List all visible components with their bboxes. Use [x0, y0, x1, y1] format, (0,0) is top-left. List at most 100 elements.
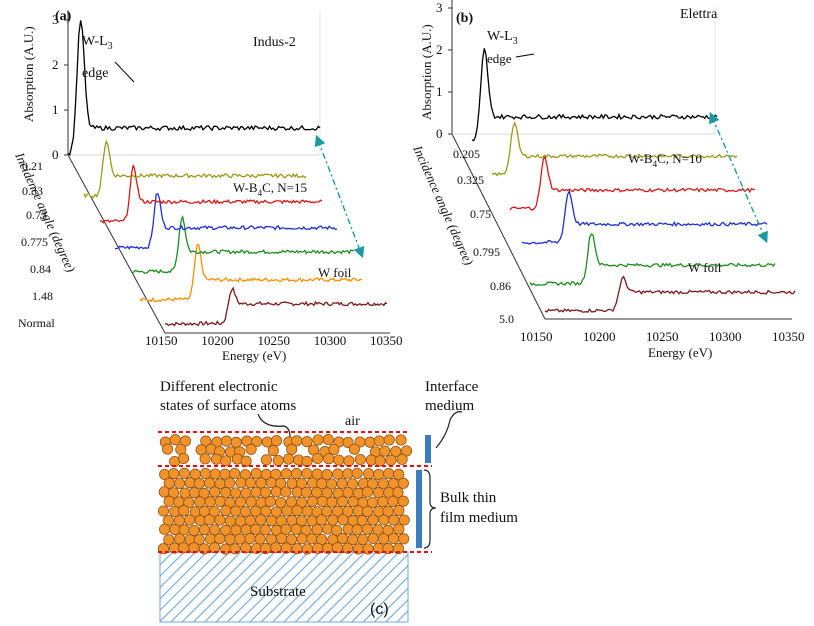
angle-tick-label: 0.84: [30, 262, 51, 276]
atom: [321, 505, 333, 517]
angle-tick-label: Normal: [18, 316, 55, 330]
atom: [157, 505, 170, 517]
atom: [240, 455, 252, 467]
atom: [342, 486, 354, 499]
atom: [178, 467, 190, 479]
atom: [286, 443, 298, 455]
y-tick-label: 3: [436, 0, 443, 15]
atom: [224, 477, 236, 489]
atom: [264, 496, 276, 508]
atom: [198, 524, 210, 536]
atom: [214, 495, 226, 507]
atom: [259, 486, 271, 498]
angle-tick-label: 1.48: [32, 289, 53, 303]
atom: [291, 505, 303, 517]
atom: [209, 468, 221, 480]
atom: [296, 533, 308, 545]
y-tick-label: 2: [436, 42, 443, 57]
angle-tick-label: 0.86: [490, 279, 511, 293]
atom: [312, 452, 324, 465]
atom: [266, 515, 278, 527]
panel-a-frame: [67, 10, 390, 334]
y-tick-label: 3: [52, 12, 59, 27]
series-line-0_73: [99, 164, 323, 224]
atom: [280, 468, 292, 480]
atom: [250, 486, 262, 498]
atom: [244, 533, 256, 545]
panel-b-curves: [471, 48, 796, 313]
atom: [361, 505, 373, 517]
panel-b-facility: Elettra: [680, 7, 718, 22]
atom: [234, 496, 247, 508]
atom: [194, 514, 206, 527]
atom: [221, 435, 233, 447]
atom: [275, 477, 287, 489]
x-tick-label: 10300: [709, 329, 742, 344]
atom: [312, 434, 324, 446]
atom: [393, 468, 405, 480]
atom: [283, 453, 295, 465]
atom: [316, 514, 328, 526]
atom: [342, 542, 354, 554]
atom: [200, 435, 212, 447]
atom: [193, 534, 205, 546]
atom: [230, 436, 242, 448]
substrate-label: Substrate: [250, 584, 306, 600]
angle-tick-label: 0.75: [470, 207, 491, 221]
atom: [265, 477, 278, 489]
atom: [220, 455, 232, 467]
panel-b-label: (b): [456, 11, 473, 26]
atom: [337, 514, 349, 526]
atom: [301, 467, 313, 480]
panel-b-xlabel: Energy (eV): [648, 345, 712, 360]
surface-label-arrow: [257, 413, 291, 438]
atom: [326, 496, 338, 508]
atom: [387, 532, 400, 545]
atom: [395, 434, 407, 446]
panel-a-y-ticks: 0 1 2 3: [52, 11, 69, 162]
panel-b-edge-arrow: [515, 53, 535, 58]
series-line-1_48: [139, 243, 362, 303]
x-tick-label: 10300: [314, 333, 347, 348]
atom: [244, 477, 257, 489]
atom: [163, 534, 175, 546]
atom: [388, 514, 400, 526]
interface-label-2: medium: [425, 398, 474, 414]
atom: [204, 496, 216, 508]
atom: [162, 443, 174, 455]
atom: [229, 467, 241, 480]
atom: [250, 467, 262, 479]
atom: [357, 533, 369, 545]
atom: [184, 477, 196, 489]
atom: [398, 514, 410, 526]
bulk-label-2: film medium: [440, 510, 518, 526]
x-tick-label: 10250: [646, 329, 679, 344]
atom: [255, 514, 267, 526]
atom: [194, 496, 206, 508]
angle-tick-label: 0.205: [453, 147, 480, 161]
panel-a-angle-ticks: Normal 1.48 0.84 0.775 0.73 0.33 0.21: [18, 159, 55, 330]
surface-label-2: states of surface atoms: [160, 398, 296, 414]
atom: [179, 435, 191, 447]
surface-label-1: Different electronic: [160, 379, 278, 395]
atom: [363, 468, 375, 480]
series-line-0_775: [114, 192, 338, 250]
atom: [209, 486, 221, 498]
atom: [354, 453, 366, 466]
atom: [203, 514, 215, 526]
series-line-0_21: [67, 20, 321, 156]
atom: [229, 487, 242, 499]
atom: [169, 524, 181, 536]
panel-b-angle-ticks: 5.0 0.86 0.795 0.75 0.325 0.205: [453, 147, 514, 326]
atom: [178, 452, 190, 465]
atom: [159, 523, 171, 535]
atom: [214, 533, 226, 545]
atom: [374, 455, 386, 467]
atom: [209, 524, 221, 536]
atom: [383, 468, 395, 480]
atom: [398, 533, 410, 545]
angle-tick-label: 0.775: [21, 235, 48, 249]
angle-tick-label: 0.21: [22, 159, 43, 173]
x-tick-label: 10150: [145, 333, 178, 348]
